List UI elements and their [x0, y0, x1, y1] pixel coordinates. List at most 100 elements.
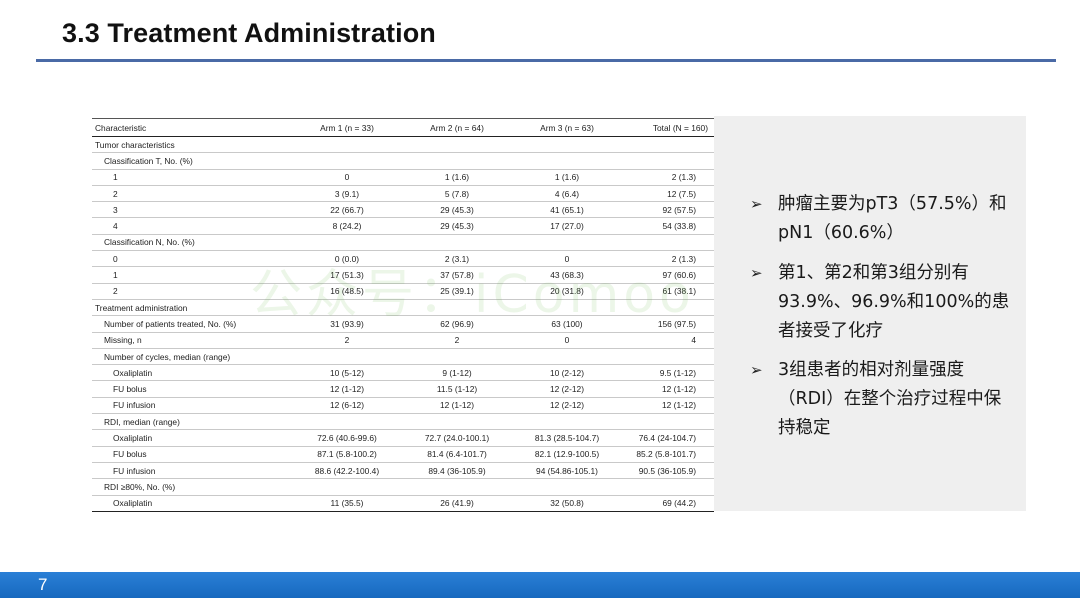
table-cell: 62 (96.9) — [402, 315, 512, 333]
table-cell: 32 (50.8) — [512, 495, 622, 512]
table-row: FU infusion 88.6 (42.2-100.4) 89.4 (36-105… — [92, 462, 714, 480]
table-cell — [512, 136, 622, 154]
table-cell: 92 (57.5) — [622, 201, 714, 219]
table-row: 3 22 (66.7) 29 (45.3) 41 (65.1) 92 (57.5) — [92, 201, 714, 219]
row-label: 4 — [92, 217, 292, 235]
header-arm-4: Total (N = 160) — [622, 118, 714, 137]
row-label: FU infusion — [92, 462, 292, 480]
table-cell — [402, 152, 512, 170]
table-cell: 37 (57.8) — [402, 266, 512, 284]
table-body: Tumor characteristics Classification T, N… — [92, 136, 714, 512]
table-cell: 85.2 (5.8-101.7) — [622, 446, 714, 463]
table-cell — [402, 299, 512, 317]
row-label: 3 — [92, 201, 292, 219]
bullet-text: 3组患者的相对剂量强度（RDI）在整个治疗过程中保持稳定 — [778, 360, 1002, 438]
row-label: FU infusion — [92, 397, 292, 415]
bullet-text: 第1、第2和第3组分别有93.9%、96.9%和100%的患者接受了化疗 — [778, 263, 1010, 341]
treatment-table: Characteristic Arm 1 (n = 33) Arm 2 (n = 6… — [92, 118, 714, 512]
table-cell — [512, 413, 622, 431]
table-row: Classification T, No. (%) — [92, 152, 714, 170]
footer-bar — [0, 572, 1080, 598]
table-cell — [402, 478, 512, 496]
table-cell: 54 (33.8) — [622, 217, 714, 235]
summary-panel: ➢ 肿瘤主要为pT3（57.5%）和pN1（60.6%） ➢ 第1、第2和第3组… — [714, 116, 1026, 511]
table-row: 1 17 (51.3) 37 (57.8) 43 (68.3) 97 (60.6) — [92, 266, 714, 284]
row-label: Oxaliplatin — [92, 429, 292, 447]
table-cell: 63 (100) — [512, 315, 622, 333]
table-cell: 97 (60.6) — [622, 266, 714, 284]
bullet-item: ➢ 第1、第2和第3组分别有93.9%、96.9%和100%的患者接受了化疗 — [750, 259, 1012, 346]
table-cell: 76.4 (24-104.7) — [622, 429, 714, 447]
table-cell: 12 (7.5) — [622, 185, 714, 203]
row-label: Number of patients treated, No. (%) — [92, 315, 292, 333]
table-cell: 22 (66.7) — [292, 201, 402, 219]
table-cell — [292, 299, 402, 317]
row-label: Oxaliplatin — [92, 364, 292, 382]
table-row: RDI, median (range) — [92, 413, 714, 431]
table-header: Characteristic Arm 1 (n = 33) Arm 2 (n = 6… — [92, 118, 714, 137]
table-row: FU bolus 12 (1-12) 11.5 (1-12) 12 (2-12) 12 … — [92, 380, 714, 398]
table-row: Number of cycles, median (range) — [92, 348, 714, 366]
row-label: Treatment administration — [92, 299, 292, 317]
table-cell — [292, 234, 402, 252]
table-cell — [292, 413, 402, 431]
table-cell: 0 (0.0) — [292, 250, 402, 268]
data-table-container: Characteristic Arm 1 (n = 33) Arm 2 (n = 6… — [92, 118, 714, 512]
header-arm-1: Arm 1 (n = 33) — [292, 118, 402, 137]
row-label: Classification T, No. (%) — [92, 152, 292, 170]
arrow-bullet-icon: ➢ — [750, 195, 763, 213]
table-cell — [292, 136, 402, 154]
header-characteristic: Characteristic — [92, 118, 292, 137]
table-cell: 2 — [402, 332, 512, 349]
table-row: Oxaliplatin 11 (35.5) 26 (41.9) 32 (50.8) 69… — [92, 495, 714, 512]
table-cell: 0 — [512, 332, 622, 349]
table-cell — [292, 152, 402, 170]
arrow-bullet-icon: ➢ — [750, 361, 763, 379]
table-cell — [512, 348, 622, 366]
bullet-text: 肿瘤主要为pT3（57.5%）和pN1（60.6%） — [778, 194, 1007, 243]
table-cell: 1 (1.6) — [512, 169, 622, 186]
row-label: Number of cycles, median (range) — [92, 348, 292, 366]
table-cell: 12 (2-12) — [512, 397, 622, 415]
table-cell: 12 (1-12) — [292, 380, 402, 398]
table-cell: 26 (41.9) — [402, 495, 512, 512]
table-cell: 5 (7.8) — [402, 185, 512, 203]
table-row: FU bolus 87.1 (5.8-100.2) 81.4 (6.4-101.7)… — [92, 446, 714, 463]
row-label: Missing, n — [92, 332, 292, 349]
table-row: Oxaliplatin 72.6 (40.6-99.6) 72.7 (24.0-10… — [92, 429, 714, 447]
table-cell: 9 (1-12) — [402, 364, 512, 382]
table-cell — [512, 299, 622, 317]
table-cell — [512, 478, 622, 496]
table-cell: 2 (3.1) — [402, 250, 512, 268]
table-row: Tumor characteristics — [92, 136, 714, 154]
table-cell — [402, 234, 512, 252]
row-label: 1 — [92, 266, 292, 284]
table-cell: 156 (97.5) — [622, 315, 714, 333]
row-label: 2 — [92, 185, 292, 203]
table-cell — [402, 348, 512, 366]
table-cell — [622, 348, 714, 366]
table-cell — [512, 234, 622, 252]
table-row: RDI ≥80%, No. (%) — [92, 478, 714, 496]
table-header-row: Characteristic Arm 1 (n = 33) Arm 2 (n = 6… — [92, 118, 714, 137]
table-cell: 3 (9.1) — [292, 185, 402, 203]
table-cell: 43 (68.3) — [512, 266, 622, 284]
table-cell: 9.5 (1-12) — [622, 364, 714, 382]
row-label: Tumor characteristics — [92, 136, 292, 154]
table-row: Classification N, No. (%) — [92, 234, 714, 252]
table-cell: 12 (1-12) — [622, 397, 714, 415]
row-label: RDI, median (range) — [92, 413, 292, 431]
table-cell: 0 — [292, 169, 402, 186]
slide-title: 3.3 Treatment Administration — [62, 18, 436, 48]
header-arm-2: Arm 2 (n = 64) — [402, 118, 512, 137]
row-label: Classification N, No. (%) — [92, 234, 292, 252]
table-cell: 2 — [292, 332, 402, 349]
table-cell — [622, 136, 714, 154]
table-cell: 16 (48.5) — [292, 283, 402, 300]
table-cell — [622, 152, 714, 170]
row-label: 1 — [92, 169, 292, 186]
table-cell — [622, 478, 714, 496]
